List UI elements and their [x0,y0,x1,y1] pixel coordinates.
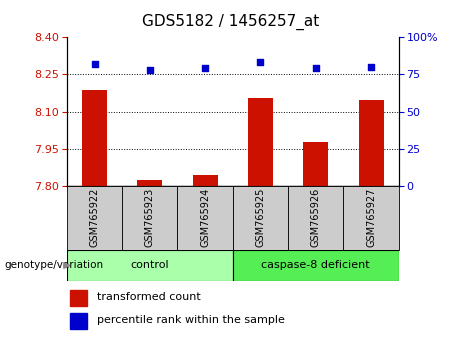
Text: GDS5182 / 1456257_at: GDS5182 / 1456257_at [142,14,319,30]
Bar [67,186,122,250]
Text: transformed count: transformed count [97,292,201,302]
Bar [193,175,218,186]
Text: GSM765923: GSM765923 [145,188,155,247]
Bar [67,250,233,281]
Bar [248,98,273,186]
Text: GSM765926: GSM765926 [311,188,321,247]
Point [312,65,319,71]
Bar [303,142,328,186]
Bar [122,186,177,250]
Text: caspase-8 deficient: caspase-8 deficient [261,261,370,270]
Bar [233,186,288,250]
Text: genotype/variation: genotype/variation [5,261,104,270]
Point [201,65,209,71]
Text: GSM765922: GSM765922 [89,188,100,247]
Bar [288,186,343,250]
Bar [343,186,399,250]
Text: control: control [130,261,169,270]
Text: GSM765925: GSM765925 [255,188,266,247]
Bar [82,90,107,186]
Text: GSM765924: GSM765924 [200,188,210,247]
Point [367,64,375,70]
Bar [70,313,87,329]
Bar [177,186,233,250]
Bar [70,290,87,306]
Point [257,59,264,65]
Point [146,67,154,73]
Bar [359,100,384,186]
Text: GSM765927: GSM765927 [366,188,376,247]
Text: percentile rank within the sample: percentile rank within the sample [97,315,284,325]
Point [91,61,98,67]
Bar [233,250,399,281]
Bar [137,179,162,186]
